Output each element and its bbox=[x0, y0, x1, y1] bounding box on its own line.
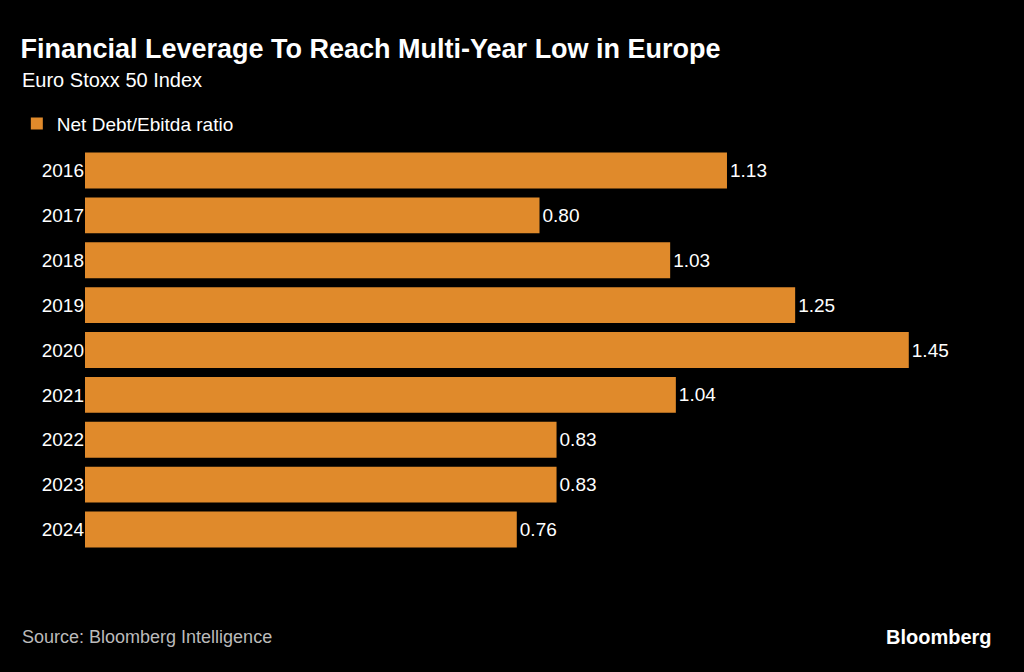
svg-text:0.83: 0.83 bbox=[560, 474, 597, 495]
svg-text:Source: Bloomberg Intelligence: Source: Bloomberg Intelligence bbox=[22, 627, 272, 647]
svg-text:2017: 2017 bbox=[42, 205, 84, 226]
svg-text:0.80: 0.80 bbox=[543, 205, 580, 226]
svg-text:Euro Stoxx 50 Index: Euro Stoxx 50 Index bbox=[22, 69, 202, 91]
svg-text:2019: 2019 bbox=[42, 295, 84, 316]
svg-text:2016: 2016 bbox=[42, 160, 84, 181]
svg-text:1.03: 1.03 bbox=[673, 250, 710, 271]
svg-text:1.45: 1.45 bbox=[912, 340, 949, 361]
svg-text:2021: 2021 bbox=[42, 385, 84, 406]
svg-text:1.13: 1.13 bbox=[730, 160, 767, 181]
svg-text:Net Debt/Ebitda ratio: Net Debt/Ebitda ratio bbox=[57, 114, 233, 135]
svg-text:2023: 2023 bbox=[42, 474, 84, 495]
svg-text:Bloomberg: Bloomberg bbox=[886, 626, 992, 648]
svg-text:1.25: 1.25 bbox=[798, 295, 835, 316]
svg-text:2022: 2022 bbox=[42, 429, 84, 450]
svg-text:Financial Leverage To Reach Mu: Financial Leverage To Reach Multi-Year L… bbox=[20, 34, 720, 64]
svg-text:2024: 2024 bbox=[42, 519, 85, 540]
svg-text:0.83: 0.83 bbox=[560, 429, 597, 450]
svg-text:0.76: 0.76 bbox=[520, 519, 557, 540]
svg-text:1.04: 1.04 bbox=[679, 384, 716, 405]
svg-text:2018: 2018 bbox=[42, 250, 84, 271]
svg-text:2020: 2020 bbox=[42, 340, 84, 361]
